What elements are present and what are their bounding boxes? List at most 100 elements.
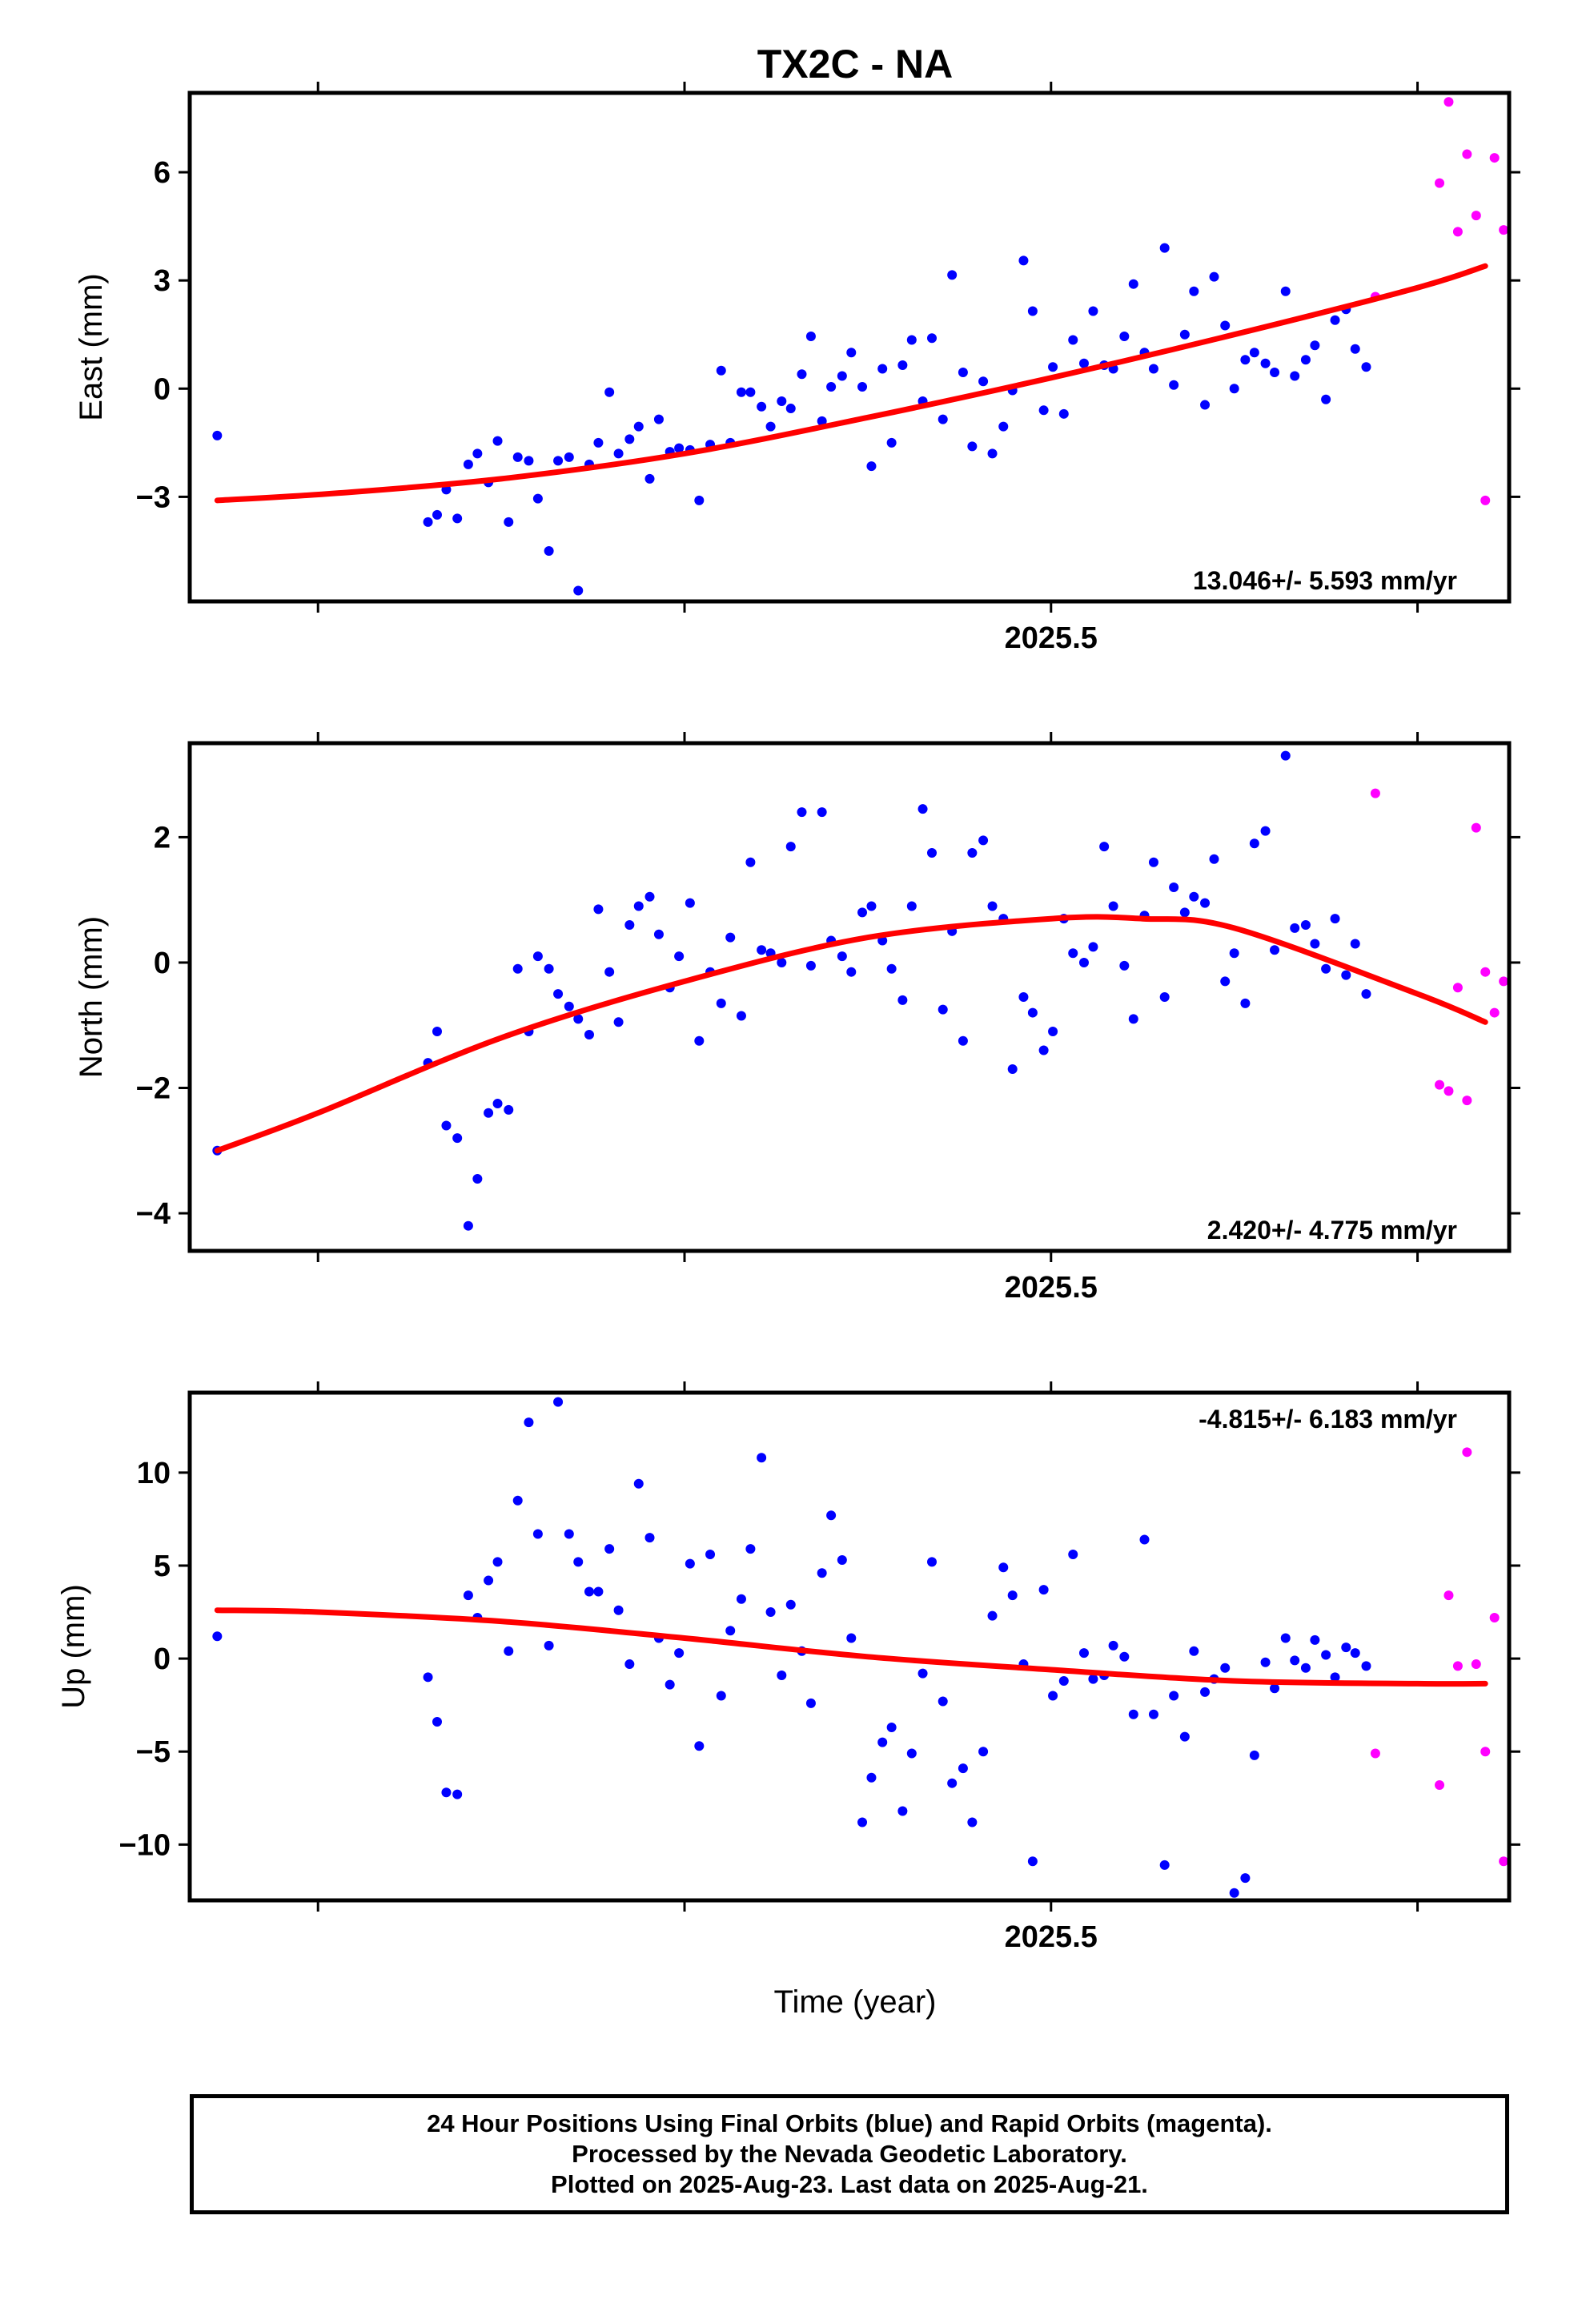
rapid-orbit-point <box>1480 1747 1491 1757</box>
y-tick-label: −10 <box>119 1828 171 1862</box>
final-orbit-point <box>777 1670 787 1680</box>
rate-annotation: -4.815+/- 6.183 mm/yr <box>1199 1405 1457 1433</box>
final-orbit-point <box>452 513 463 524</box>
final-orbit-point <box>1240 355 1251 365</box>
final-orbit-point <box>1088 1674 1098 1684</box>
final-orbit-point <box>877 364 888 374</box>
final-orbit-point <box>512 1495 523 1506</box>
y-tick-label: −3 <box>136 480 171 514</box>
final-orbit-point <box>452 1133 463 1144</box>
final-orbit-point <box>785 842 796 852</box>
final-orbit-point <box>441 1120 452 1131</box>
final-orbit-point <box>573 585 584 596</box>
rapid-orbit-point <box>1499 1856 1509 1867</box>
panel-1: −3 0 3 6 2025.5 East (mm) 13.046+/- 5.593 mm/y… <box>74 82 1536 655</box>
final-orbit-point <box>978 376 989 387</box>
panels: −3 0 3 6 2025.5 East (mm) 13.046+/- 5.593 mm/y… <box>56 82 1536 1954</box>
final-orbit-point <box>544 545 554 556</box>
final-orbit-point <box>837 1555 847 1566</box>
final-orbit-point <box>1200 898 1211 908</box>
rapid-orbit-point <box>1452 983 1463 993</box>
final-orbit-point <box>987 1610 998 1621</box>
y-tick-label: 6 <box>154 156 171 190</box>
final-orbit-point <box>463 459 473 469</box>
fit-curve <box>214 1607 1488 1687</box>
final-orbit-point <box>1169 380 1179 390</box>
x-axis-label: Time (year) <box>774 1984 937 2020</box>
final-orbit-point <box>1290 923 1300 933</box>
final-orbit-point <box>725 1626 736 1636</box>
final-orbit-point <box>998 1562 1009 1573</box>
final-orbit-point <box>917 804 928 814</box>
plot-area <box>212 97 1536 596</box>
final-orbit-point <box>653 414 664 424</box>
final-orbit-point <box>1068 1550 1078 1560</box>
y-tick-label: −4 <box>136 1197 171 1231</box>
final-orbit-point <box>423 1672 433 1683</box>
final-orbit-point <box>897 995 908 1005</box>
final-orbit-point <box>1078 1648 1089 1659</box>
final-orbit-point <box>837 951 847 962</box>
final-orbit-point <box>1200 400 1211 410</box>
final-orbit-point <box>1229 1888 1239 1898</box>
final-orbit-point <box>1249 1750 1259 1760</box>
final-orbit-point <box>906 901 917 911</box>
final-orbit-point <box>472 1173 483 1184</box>
final-orbit-point <box>1300 919 1311 930</box>
final-orbit-point <box>633 901 644 911</box>
final-orbit-point <box>524 1417 534 1428</box>
final-orbit-point <box>978 1747 989 1757</box>
x-tick-label: 2025.5 <box>1005 1271 1098 1305</box>
final-orbit-point <box>423 517 433 527</box>
rapid-orbit-point <box>1526 319 1536 328</box>
final-orbit-point <box>1068 948 1078 959</box>
final-orbit-point <box>463 1220 473 1231</box>
final-orbit-point <box>472 448 483 459</box>
final-orbit-point <box>512 963 523 974</box>
final-orbit-point <box>1270 1683 1280 1694</box>
final-orbit-point <box>1119 331 1130 341</box>
final-orbit-point <box>1027 306 1038 316</box>
final-orbit-point <box>917 1668 928 1679</box>
final-orbit-point <box>906 1748 917 1759</box>
final-orbit-point <box>1220 320 1231 331</box>
final-orbit-point <box>1159 992 1170 1002</box>
final-orbit-point <box>866 901 877 911</box>
final-orbit-point <box>1229 384 1239 394</box>
rapid-orbit-point <box>1517 227 1527 236</box>
final-orbit-point <box>604 967 615 977</box>
final-orbit-point <box>1310 340 1320 351</box>
final-orbit-point <box>593 437 604 448</box>
final-orbit-point <box>532 493 543 504</box>
final-orbit-point <box>694 1741 705 1751</box>
final-orbit-point <box>777 957 787 967</box>
final-orbit-point <box>573 1014 584 1024</box>
final-orbit-point <box>553 1397 564 1407</box>
rapid-orbit-point <box>1443 1086 1454 1096</box>
final-orbit-point <box>532 951 543 962</box>
final-orbit-point <box>1300 355 1311 365</box>
final-orbit-point <box>492 436 503 446</box>
final-orbit-point <box>624 1659 635 1670</box>
final-orbit-point <box>1240 998 1251 1008</box>
final-orbit-point <box>1148 1709 1158 1719</box>
final-orbit-point <box>1361 989 1371 999</box>
final-orbit-point <box>958 368 968 378</box>
plot-frame <box>187 1390 1512 1903</box>
final-orbit-point <box>1088 942 1098 952</box>
final-orbit-point <box>1148 364 1158 374</box>
final-orbit-point <box>1148 857 1158 867</box>
final-orbit-point <box>593 904 604 915</box>
footer-caption: 24 Hour Positions Using Final Orbits (bl… <box>190 2094 1509 2214</box>
final-orbit-point <box>967 441 978 452</box>
final-orbit-point <box>504 1646 514 1656</box>
final-orbit-point <box>886 437 897 448</box>
final-orbit-point <box>998 421 1009 432</box>
final-orbit-point <box>484 1108 494 1118</box>
final-orbit-point <box>1209 271 1219 282</box>
final-orbit-point <box>805 1698 816 1708</box>
y-tick-label: 0 <box>154 372 171 406</box>
rapid-orbit-point <box>1462 1096 1472 1106</box>
final-orbit-point <box>1220 1663 1231 1673</box>
